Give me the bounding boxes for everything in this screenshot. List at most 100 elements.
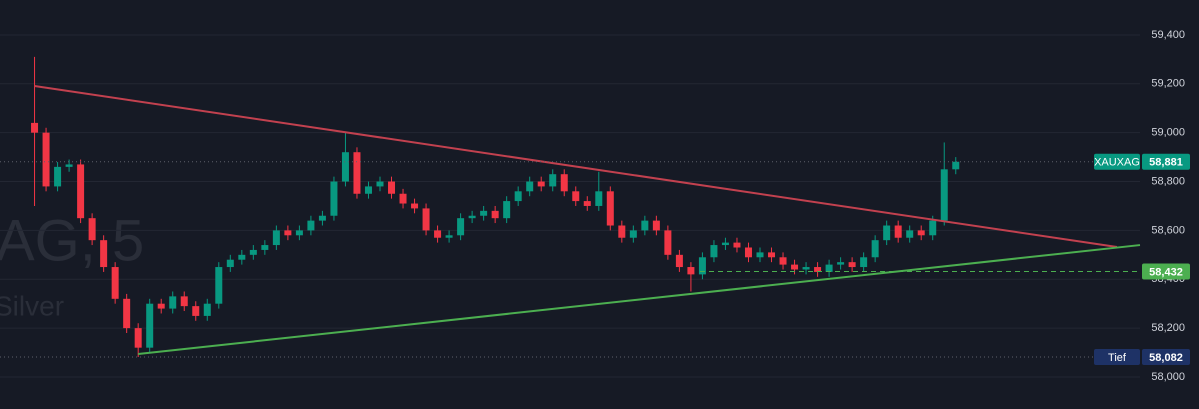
candle-body <box>721 242 729 246</box>
candle-body <box>952 161 960 170</box>
candle-body <box>733 242 741 248</box>
watermark-symbol: AG, 5 <box>0 208 144 273</box>
candle-body <box>42 132 50 187</box>
candle-body <box>341 152 349 182</box>
candle-body <box>595 191 603 206</box>
candle-body <box>848 262 856 268</box>
candle-body <box>157 303 165 309</box>
price-badge-name-box <box>1094 153 1140 170</box>
candle-body <box>480 210 488 216</box>
candle-body <box>526 181 534 192</box>
candle-body <box>388 181 396 194</box>
candle-body <box>629 230 637 238</box>
y-tick-label: 59,400 <box>1151 29 1185 41</box>
candle-body <box>940 169 948 221</box>
candle-body <box>215 267 223 304</box>
y-tick-label: 58,200 <box>1151 322 1185 334</box>
candle-body <box>295 230 303 236</box>
candle-body <box>88 218 96 241</box>
candle-body <box>652 220 660 231</box>
price-badge <box>1142 348 1190 365</box>
candle-body <box>929 220 937 236</box>
trendline <box>34 85 1118 249</box>
candle-body <box>180 296 188 307</box>
candle-body <box>272 230 280 246</box>
candle-body <box>710 245 718 258</box>
trendline <box>138 244 1141 356</box>
candle-body <box>675 254 683 268</box>
candle-body <box>445 235 453 238</box>
candle-body <box>226 259 234 268</box>
price-badge-label: 58,082 <box>1149 352 1183 364</box>
candle-body <box>134 328 142 348</box>
candle-body <box>307 220 315 231</box>
candle-body <box>457 218 465 236</box>
price-badge-name: Tief <box>1108 352 1127 364</box>
candle-body <box>146 303 154 348</box>
candle-body <box>698 257 706 275</box>
candle-body <box>100 240 108 268</box>
price-badge <box>1142 263 1190 280</box>
candle-body <box>768 252 776 258</box>
candle-body <box>906 230 914 238</box>
candle-body <box>802 267 810 270</box>
candle-body <box>364 186 372 194</box>
candle-body <box>837 262 845 265</box>
candle-body <box>779 257 787 265</box>
candle-body <box>871 240 879 258</box>
candle-body <box>203 303 211 316</box>
price-badge-label: 58,881 <box>1149 157 1183 169</box>
y-tick-label: 59,200 <box>1151 78 1185 90</box>
candle-body <box>123 298 131 329</box>
candle-body <box>514 191 522 202</box>
candle-body <box>169 296 177 309</box>
y-tick-label: 58,000 <box>1151 371 1185 383</box>
candle-body <box>883 225 891 241</box>
candle-body <box>468 215 476 219</box>
candle-body <box>549 174 557 187</box>
candle-body <box>353 152 361 194</box>
candle-body <box>606 191 614 226</box>
candle-body <box>411 203 419 209</box>
candle-body <box>825 264 833 272</box>
candle-body <box>31 122 39 133</box>
price-badge <box>1142 153 1190 170</box>
candle-body <box>284 230 292 236</box>
y-tick-label: 58,600 <box>1151 224 1185 236</box>
candle-body <box>503 201 511 219</box>
price-badge-name: XAUXAG <box>1094 157 1140 169</box>
candle-body <box>814 267 822 272</box>
candle-body <box>399 193 407 204</box>
y-tick-label: 59,000 <box>1151 127 1185 139</box>
candle-body <box>583 201 591 206</box>
candle-body <box>756 252 764 258</box>
candle-body <box>261 245 269 250</box>
candle-body <box>894 225 902 238</box>
candle-body <box>318 215 326 221</box>
candle-body <box>376 181 384 187</box>
price-badge-name-box <box>1094 348 1140 365</box>
candle-body <box>917 230 925 236</box>
candle-body <box>434 230 442 238</box>
candle-body <box>560 174 568 192</box>
candle-body <box>537 181 545 187</box>
candle-body <box>744 247 752 258</box>
candle-body <box>65 164 73 167</box>
candle-body <box>111 267 119 299</box>
candle-body <box>238 254 246 260</box>
watermark-description: Silver <box>0 290 64 321</box>
candle-body <box>641 220 649 231</box>
price-badge-label: 58,432 <box>1149 266 1183 278</box>
candle-body <box>687 267 695 275</box>
candle-body <box>249 249 257 255</box>
candle-body <box>860 257 868 268</box>
candle-body <box>664 230 672 255</box>
candle-body <box>491 210 499 219</box>
candle-body <box>77 164 85 219</box>
candle-body <box>618 225 626 238</box>
candle-body <box>422 208 430 231</box>
candle-body <box>192 306 200 316</box>
candle-body <box>330 181 338 216</box>
